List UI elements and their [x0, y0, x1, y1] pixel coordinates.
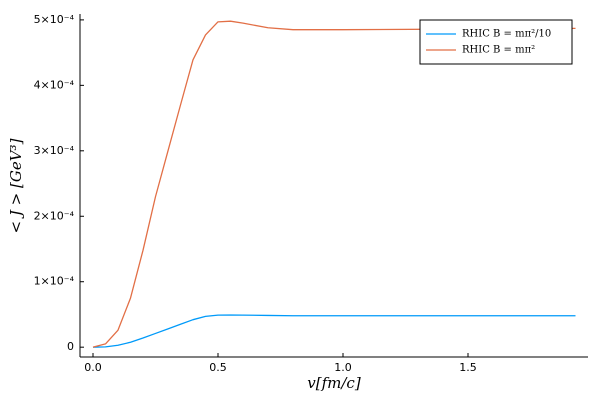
series-line	[92, 20, 576, 348]
y-tick-label: 4×10⁻⁴	[34, 78, 75, 91]
y-tick-label: 3×10⁻⁴	[34, 144, 75, 157]
y-tick-label: 1×10⁻⁴	[34, 275, 75, 288]
x-tick-label: 1.5	[459, 361, 477, 374]
y-tick-label: 2×10⁻⁴	[34, 209, 75, 222]
series-line	[92, 314, 576, 348]
y-tick-label: 5×10⁻⁴	[34, 13, 75, 26]
x-tick-label: 0.5	[209, 361, 227, 374]
x-tick-label: 1.0	[334, 361, 352, 374]
legend-box	[419, 19, 573, 65]
y-axis-label: < J > [GeV³]	[7, 138, 25, 233]
legend-label: RHIC B = mπ²	[462, 45, 535, 56]
x-axis-label: v[fm/c]	[307, 374, 361, 392]
legend-label: RHIC B = mπ²/10	[462, 29, 551, 40]
y-tick-label: 0	[67, 340, 74, 353]
x-tick-label: 0.0	[84, 361, 102, 374]
